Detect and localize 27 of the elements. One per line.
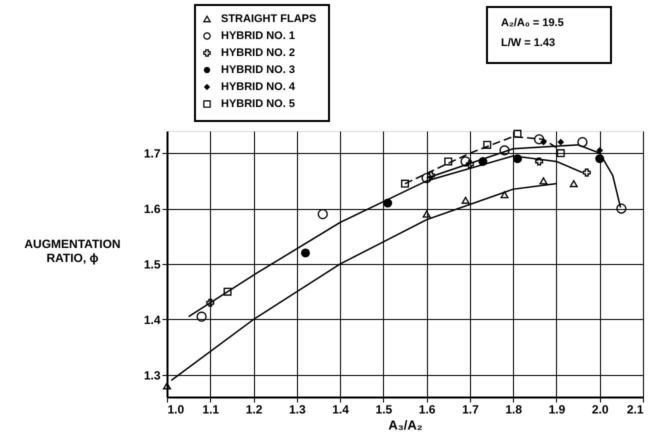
legend-label: STRAIGHT FLAPS (221, 13, 316, 25)
text: A₂/A₀ = 19.5 (501, 17, 564, 29)
legend-label: HYBRID NO. 5 (221, 98, 295, 110)
x-tick-label: 1.6 (418, 402, 436, 416)
legend-label: HYBRID NO. 4 (221, 81, 296, 93)
legend-label: HYBRID NO. 1 (221, 30, 295, 42)
x-tick-label: 1.2 (246, 402, 263, 416)
x-tick-label: 1.9 (548, 402, 566, 416)
x-tick-label: 1.0 (168, 402, 185, 416)
text: L/W = 1.43 (501, 37, 556, 49)
x-tick-label: 1.5 (376, 402, 393, 416)
x-tick-label: 1.7 (462, 402, 480, 416)
y-axis-title: AUGMENTATION RATIO, ϕ (24, 237, 121, 266)
x-axis-title: A₃/A₂ (388, 418, 423, 432)
y-tick-label: 1.7 (144, 146, 161, 161)
x-tick-label: 1.3 (288, 402, 306, 416)
y-tick-label: 1.4 (144, 312, 161, 327)
y-tick-label: 1.5 (144, 258, 161, 272)
legend-label: HYBRID NO. 3 (221, 64, 295, 76)
y-tick-label: 1.6 (144, 202, 161, 216)
x-tick-label: 1.4 (332, 402, 350, 416)
x-tick-label: 2.1 (626, 402, 644, 416)
x-tick-label: 1.8 (505, 402, 522, 416)
x-tick-label: 1.1 (202, 402, 220, 416)
legend-label: HYBRID NO. 2 (221, 47, 295, 59)
x-tick-label: 2.0 (592, 402, 609, 416)
y-tick-label: 1.3 (144, 368, 161, 382)
